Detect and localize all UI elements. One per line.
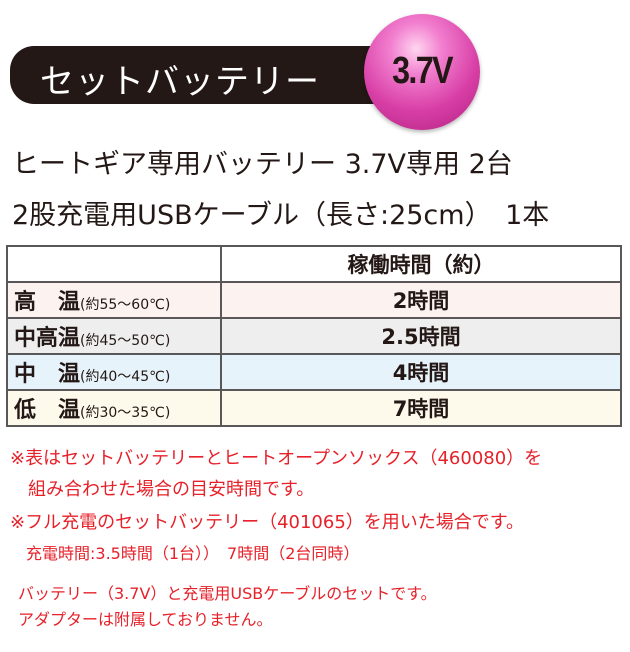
mode-range: (約40〜45℃) [80,369,171,385]
runtime-table: 稼働時間（約） 高 温(約55〜60℃) 2時間 中高温(約45〜50℃) 2.5時… [6,245,622,427]
mode-range: (約30〜35℃) [80,405,171,421]
mode-cell: 中高温(約45〜50℃) [6,317,222,355]
table-header: 稼働時間（約） [6,245,622,283]
time-cell: 4時間 [220,353,622,391]
note: 組み合わせた場合の目安時間です。 [10,479,315,500]
header-cell: 稼働時間（約） [220,245,622,283]
time-cell: 2時間 [220,281,622,319]
table-row: 高 温(約55〜60℃) 2時間 [6,281,622,319]
mode-label: 中 温 [14,362,81,387]
content-line: 2股充電用USBケーブル（長さ:25cm） 1本 [12,200,550,231]
content-line: ヒートギア専用バッテリー 3.7V専用 2台 [12,149,513,180]
mode-label: 低 温 [14,398,81,423]
header-cell [6,245,222,283]
table-row: 中 温(約40〜45℃) 4時間 [6,353,622,391]
footer-note: バッテリー（3.7V）と充電用USBケーブルのセットです。 [18,584,437,603]
mode-cell: 低 温(約30〜35℃) [6,389,222,427]
table-row: 中高温(約45〜50℃) 2.5時間 [6,317,622,355]
mode-range: (約45〜50℃) [80,333,171,349]
mode-label: 中高温 [14,326,81,351]
footer-note: アダプターは附属しておりません。 [18,610,273,629]
note: 充電時間:3.5時間（1台）） 7時間（2台同時） [10,544,360,563]
mode-label: 高 温 [14,290,81,315]
note: ※フル充電のセットバッテリー（401065）を用いた場合です。 [10,512,524,533]
title-bar [10,46,410,104]
mode-cell: 中 温(約40〜45℃) [6,353,222,391]
mode-cell: 高 温(約55〜60℃) [6,281,222,319]
note: ※表はセットバッテリーとヒートオープンソックス（460080）を [10,448,543,469]
mode-range: (約55〜60℃) [80,297,171,313]
title: セットバッテリー [40,62,320,102]
time-cell: 7時間 [220,389,622,427]
voltage-badge: 3.7V [364,14,480,130]
time-cell: 2.5時間 [220,317,622,355]
table-row: 低 温(約30〜35℃) 7時間 [6,389,622,427]
voltage-text: 3.7V [392,50,453,92]
